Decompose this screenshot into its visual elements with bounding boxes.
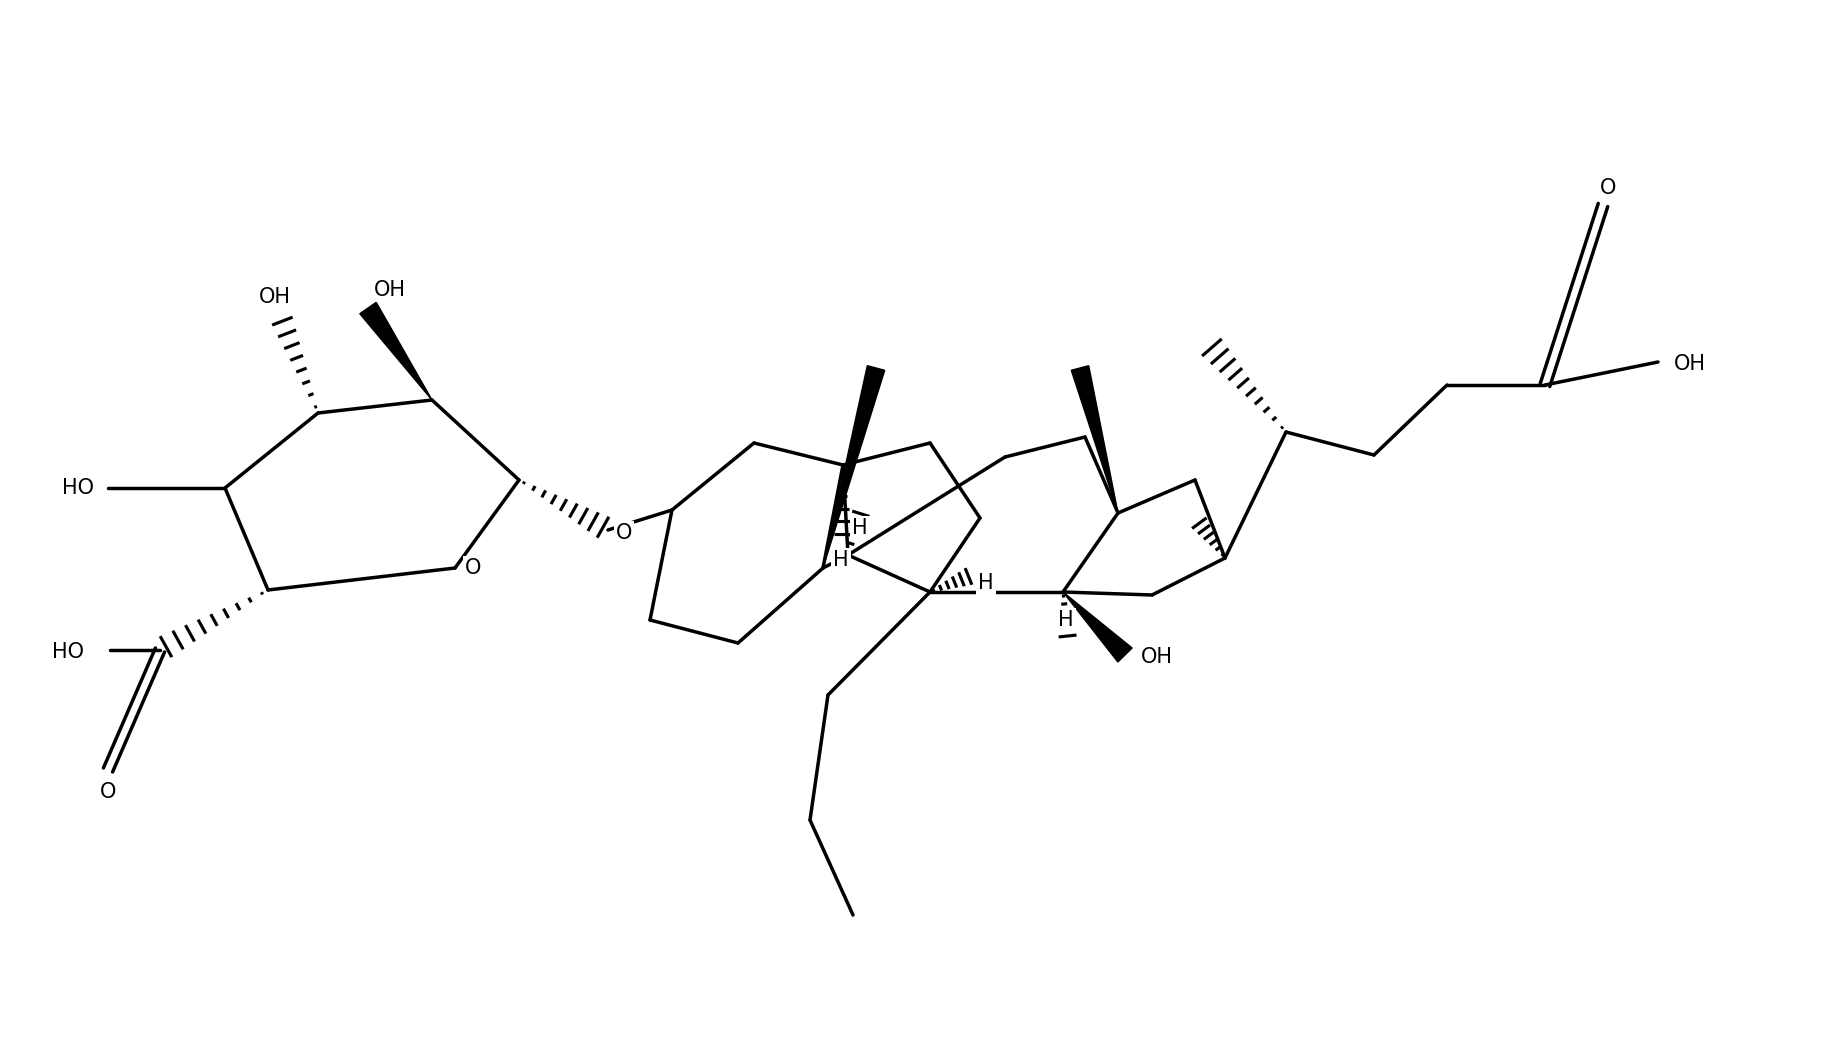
Text: H: H [977, 573, 994, 593]
Text: HO: HO [62, 478, 95, 498]
Text: H: H [833, 550, 848, 570]
Polygon shape [1063, 592, 1132, 662]
Text: O: O [616, 523, 633, 543]
Polygon shape [822, 366, 884, 568]
Text: H: H [1057, 610, 1074, 630]
Polygon shape [1070, 366, 1117, 514]
Text: H: H [851, 518, 868, 538]
Text: OH: OH [1141, 647, 1172, 667]
Text: OH: OH [374, 280, 407, 300]
Text: OH: OH [259, 287, 292, 307]
Text: O: O [465, 558, 481, 578]
Text: HO: HO [53, 642, 84, 662]
Text: OH: OH [1674, 354, 1705, 374]
Text: O: O [1599, 178, 1615, 198]
Text: O: O [100, 782, 117, 802]
Polygon shape [359, 302, 432, 400]
